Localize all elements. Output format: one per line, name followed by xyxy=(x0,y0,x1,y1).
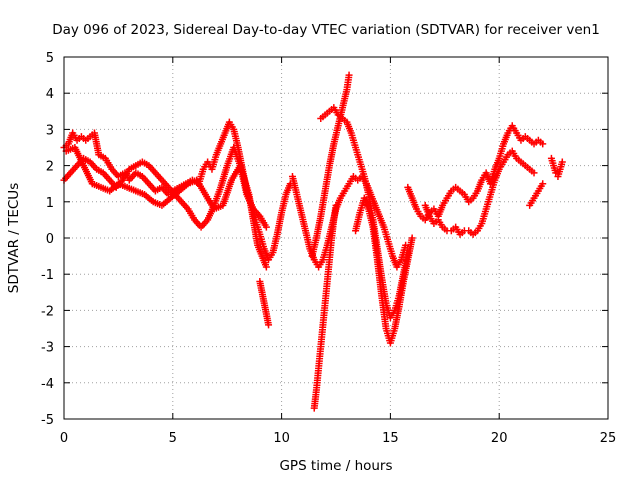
data-series xyxy=(310,201,340,412)
y-tick-label: 1 xyxy=(46,196,54,211)
data-series xyxy=(256,277,273,329)
x-axis-label: GPS time / hours xyxy=(279,458,392,474)
axis-ticks xyxy=(63,56,609,420)
y-axis-label: SDTVAR / TECUs xyxy=(6,183,22,293)
x-tick-label: 20 xyxy=(491,431,508,446)
y-tick-label: 3 xyxy=(46,123,54,138)
x-tick-label: 10 xyxy=(273,431,290,446)
data-series xyxy=(60,144,270,231)
data-points xyxy=(60,71,566,412)
chart-title: Day 096 of 2023, Sidereal Day-to-day VTE… xyxy=(52,22,600,38)
y-tick-label: -3 xyxy=(41,341,54,356)
data-series xyxy=(526,180,547,209)
data-point-marker xyxy=(262,263,270,271)
data-point-marker xyxy=(539,180,547,188)
x-tick-label: 15 xyxy=(382,431,399,446)
data-series xyxy=(317,104,412,322)
data-series xyxy=(421,147,538,238)
x-tick-labels: 0 5 10 15 20 25 xyxy=(60,431,616,446)
data-point-marker xyxy=(332,201,340,209)
data-series xyxy=(547,154,566,180)
y-tick-label: -2 xyxy=(41,304,54,319)
y-tick-label: 0 xyxy=(46,232,54,247)
y-tick-label: 4 xyxy=(46,87,54,102)
data-point-marker xyxy=(530,169,538,177)
data-point-marker xyxy=(262,223,270,231)
y-tick-label: -4 xyxy=(41,377,54,392)
data-point-marker xyxy=(408,234,416,242)
y-tick-label: -1 xyxy=(41,268,54,283)
y-tick-label: 2 xyxy=(46,160,54,175)
x-tick-label: 5 xyxy=(169,431,177,446)
data-point-marker xyxy=(345,71,353,79)
data-series xyxy=(288,172,410,271)
x-tick-label: 0 xyxy=(60,431,68,446)
data-point-marker xyxy=(558,158,566,166)
y-tick-labels: -5 -4 -3 -2 -1 0 1 2 3 4 5 xyxy=(41,51,54,428)
x-tick-label: 25 xyxy=(600,431,617,446)
data-series xyxy=(308,71,353,260)
y-tick-label: 5 xyxy=(46,51,54,66)
data-point-marker xyxy=(539,140,547,148)
y-tick-label: -5 xyxy=(41,413,54,428)
data-point-marker xyxy=(265,321,273,329)
data-series xyxy=(352,194,416,347)
